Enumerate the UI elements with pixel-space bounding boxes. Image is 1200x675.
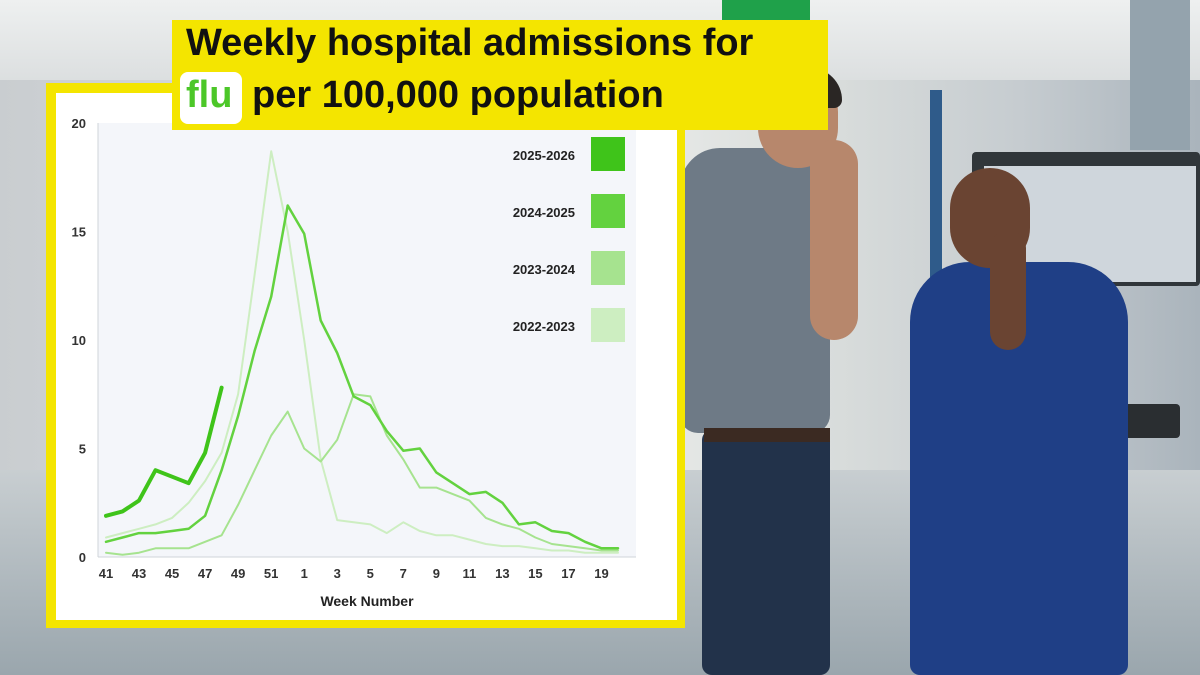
title-highlight-word: flu bbox=[186, 74, 233, 116]
y-tick-label: 20 bbox=[72, 116, 86, 131]
y-tick-label: 10 bbox=[72, 333, 86, 348]
flu-highlight-box bbox=[180, 72, 242, 124]
x-tick-label: 17 bbox=[561, 566, 575, 581]
man-belt bbox=[704, 428, 830, 442]
legend-label: 2025-2026 bbox=[513, 148, 575, 163]
man-legs bbox=[702, 430, 830, 675]
nurse-ponytail bbox=[990, 230, 1026, 350]
x-tick-label: 45 bbox=[165, 566, 179, 581]
plot-area bbox=[98, 123, 636, 557]
x-tick-label: 15 bbox=[528, 566, 542, 581]
legend: 2025-2026 2024-2025 2023-2024 2022-2023 bbox=[513, 137, 625, 342]
legend-swatch bbox=[591, 251, 625, 285]
series-lines bbox=[104, 150, 620, 556]
x-tick-label: 43 bbox=[132, 566, 146, 581]
legend-label: 2022-2023 bbox=[513, 319, 575, 334]
exit-sign bbox=[722, 0, 810, 20]
x-tick-label: 47 bbox=[198, 566, 212, 581]
x-tick-label: 7 bbox=[400, 566, 407, 581]
legend-swatch bbox=[591, 137, 625, 171]
legend-label: 2024-2025 bbox=[513, 205, 575, 220]
y-ticks: 0 5 10 15 20 bbox=[72, 116, 86, 565]
man-arm bbox=[810, 140, 858, 340]
y-tick-label: 5 bbox=[79, 442, 86, 457]
legend-label: 2023-2024 bbox=[513, 262, 576, 277]
corridor-door bbox=[1130, 0, 1190, 150]
x-tick-label: 13 bbox=[495, 566, 509, 581]
series-line-2025-2026 bbox=[104, 385, 224, 518]
x-tick-label: 11 bbox=[462, 566, 476, 581]
x-ticks: 41 43 45 47 49 51 1 3 5 7 9 11 13 15 17 19 bbox=[99, 566, 609, 581]
y-tick-label: 0 bbox=[79, 550, 86, 565]
title-line-2: per 100,000 population bbox=[252, 74, 664, 116]
legend-swatch bbox=[591, 194, 625, 228]
legend-swatch bbox=[591, 308, 625, 342]
x-tick-label: 5 bbox=[367, 566, 374, 581]
title-line-1: Weekly hospital admissions for bbox=[186, 22, 754, 64]
x-tick-label: 49 bbox=[231, 566, 245, 581]
series-line-2023-2024 bbox=[105, 393, 619, 556]
title-banner bbox=[172, 20, 828, 130]
series-line-2024-2025 bbox=[104, 204, 620, 550]
x-tick-label: 19 bbox=[594, 566, 608, 581]
man-torso bbox=[680, 148, 830, 433]
x-tick-label: 51 bbox=[264, 566, 278, 581]
x-tick-label: 41 bbox=[99, 566, 113, 581]
series-line-2022-2023 bbox=[105, 150, 619, 554]
x-tick-label: 9 bbox=[433, 566, 440, 581]
x-tick-label: 1 bbox=[301, 566, 308, 581]
x-tick-label: 3 bbox=[334, 566, 341, 581]
y-tick-label: 15 bbox=[72, 225, 86, 240]
x-axis-title: Week Number bbox=[320, 593, 414, 609]
